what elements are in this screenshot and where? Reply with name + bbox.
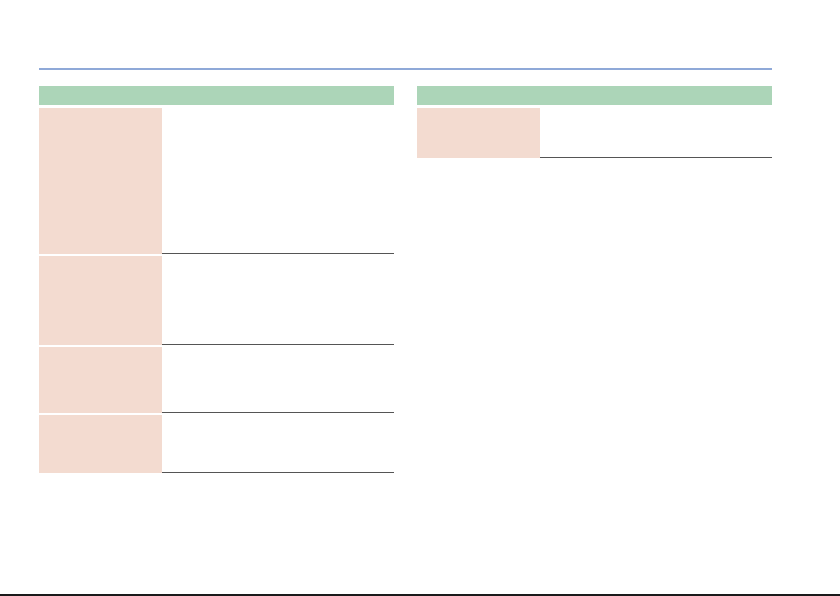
left-row-3 — [39, 347, 394, 413]
left-row-2-value — [162, 256, 394, 345]
left-row-1-value — [162, 108, 394, 254]
left-row-2-label — [39, 256, 162, 345]
right-section-header — [417, 86, 772, 105]
left-row-4-label — [39, 415, 162, 473]
right-row-1-label — [417, 108, 540, 158]
left-panel — [39, 86, 394, 473]
left-row-1 — [39, 108, 394, 254]
left-row-4-value — [162, 415, 394, 473]
left-row-4 — [39, 415, 394, 473]
left-rows — [39, 108, 394, 473]
right-rows — [417, 108, 772, 158]
left-row-2 — [39, 256, 394, 345]
top-rule — [39, 68, 772, 70]
left-row-3-value — [162, 347, 394, 413]
left-section-header — [39, 86, 394, 105]
right-row-1 — [417, 108, 772, 158]
left-row-1-label — [39, 108, 162, 254]
right-panel — [417, 86, 772, 158]
right-row-1-value — [540, 108, 772, 158]
bottom-rule — [0, 594, 840, 596]
left-row-3-label — [39, 347, 162, 413]
